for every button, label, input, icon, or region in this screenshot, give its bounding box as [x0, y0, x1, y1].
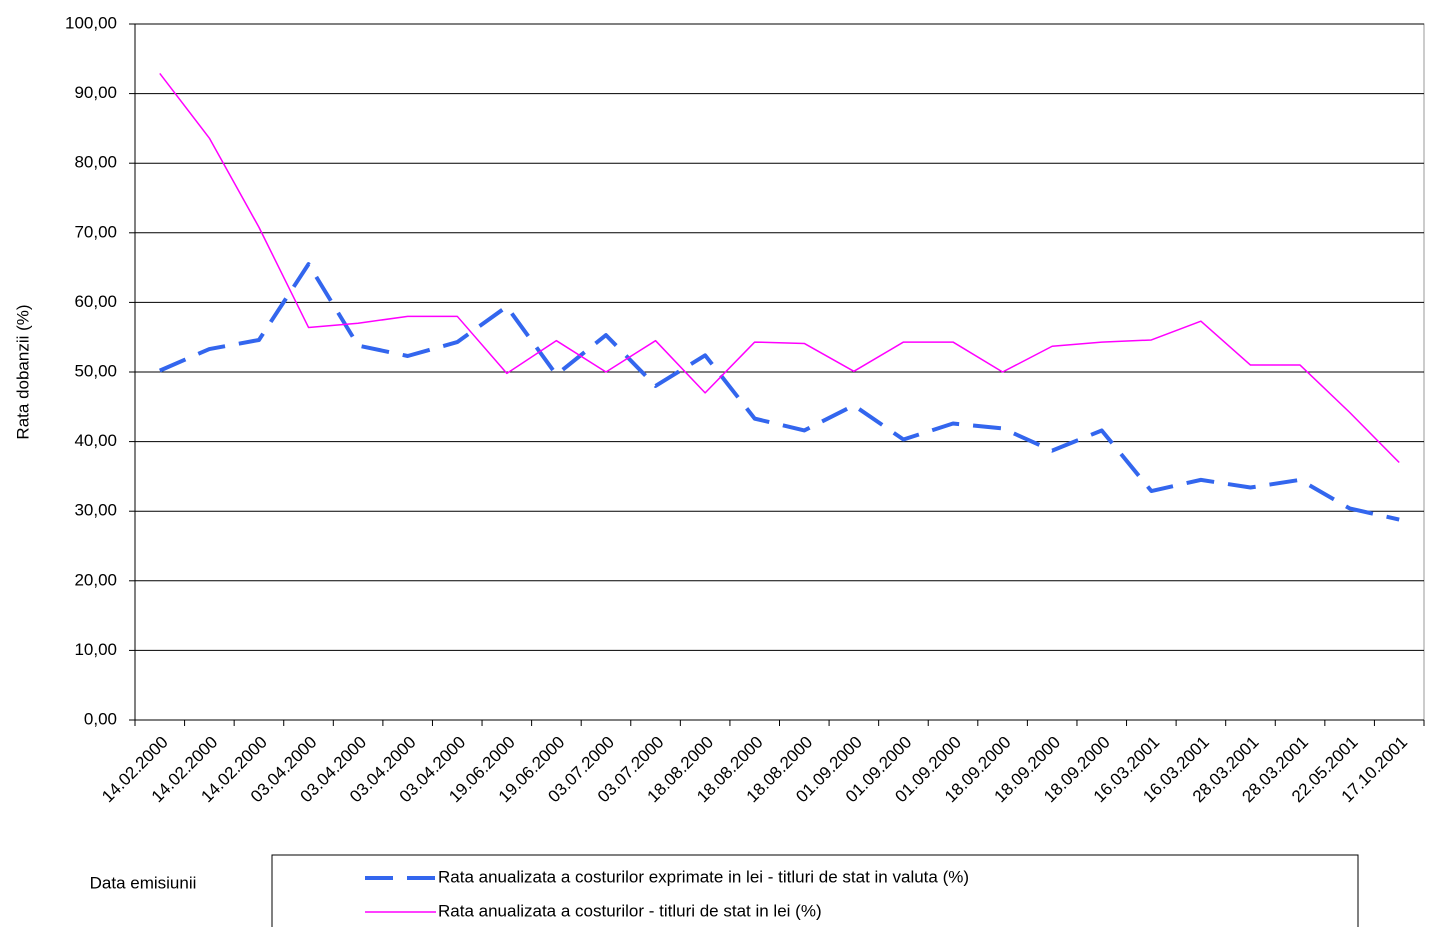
y-tick-label: 100,00: [65, 13, 117, 32]
y-tick-label: 80,00: [74, 153, 117, 172]
legend-label: Rata anualizata a costurilor - titluri d…: [438, 901, 822, 920]
y-tick-label: 90,00: [74, 83, 117, 102]
series-line: [158, 262, 1400, 522]
y-tick-label: 30,00: [74, 501, 117, 520]
y-tick-label: 50,00: [74, 361, 117, 380]
y-tick-label: 70,00: [74, 222, 117, 241]
y-tick-label: 60,00: [74, 292, 117, 311]
y-tick-label: 20,00: [74, 570, 117, 589]
x-axis-title: Data emisiunii: [90, 873, 197, 892]
legend-box: [271, 854, 1359, 927]
series-line: [159, 72, 1400, 464]
y-tick-label: 0,00: [84, 709, 117, 728]
y-axis-title: Rata dobanzii (%): [13, 304, 32, 439]
legend-label: Rata anualizata a costurilor exprimate i…: [438, 867, 969, 886]
y-tick-label: 40,00: [74, 431, 117, 450]
y-tick-label: 10,00: [74, 640, 117, 659]
